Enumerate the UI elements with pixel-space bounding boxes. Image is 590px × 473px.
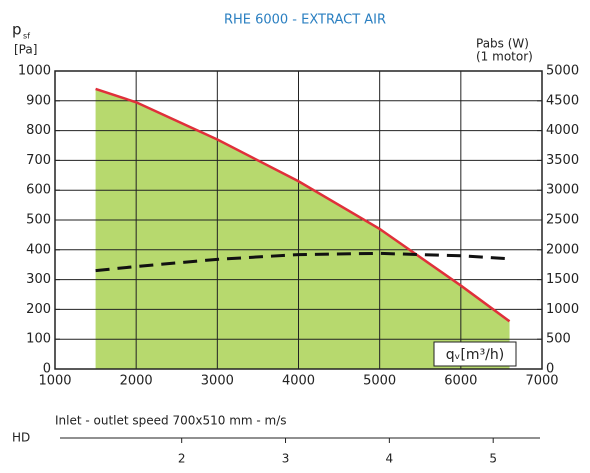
x-tick-label: 2000 (120, 374, 153, 389)
y2-axis-label: (1 motor) (476, 50, 533, 64)
x-label-box (433, 341, 517, 367)
secondary-tick-label: 5 (489, 452, 497, 466)
y-tick-label: 1000 (18, 64, 51, 79)
y2-tick-label: 1500 (546, 272, 579, 287)
secondary-tick-label: 4 (386, 452, 394, 466)
y-tick-label: 400 (26, 242, 51, 257)
x-axis-label: qᵥ[m³/h) (446, 347, 505, 363)
y-axis-subscript: sf (23, 32, 30, 41)
y-axis-unit: [Pa] (14, 43, 37, 57)
x-tick-label: 4000 (282, 374, 315, 389)
series-line (95, 251, 510, 273)
y-tick-label: 900 (26, 93, 51, 108)
y-tick-label: 100 (26, 332, 51, 347)
secondary-tick-label: 2 (178, 452, 186, 466)
chart-title: RHE 6000 - EXTRACT AIR (224, 13, 386, 28)
y-tick-label: 200 (26, 302, 51, 317)
x-tick-label: 1000 (38, 374, 71, 389)
y2-tick-label: 3500 (546, 153, 579, 168)
area (95, 88, 510, 369)
secondary-tick-label: 3 (282, 452, 290, 466)
y2-axis-label: Pabs (W) (476, 37, 529, 51)
y2-tick-label: 4000 (546, 123, 579, 138)
series-line (95, 87, 511, 323)
y-tick-label: 700 (26, 153, 51, 168)
y-axis-symbol: p (12, 21, 22, 39)
x-tick-label: 5000 (363, 374, 396, 389)
x-tick-label: 3000 (201, 374, 234, 389)
y2-tick-label: 500 (546, 332, 571, 347)
secondary-axis-name: HD (12, 431, 30, 445)
y2-tick-label: 2500 (546, 213, 579, 228)
secondary-axis-label: Inlet - outlet speed 700x510 mm - m/s (55, 414, 287, 428)
y2-tick-label: 1000 (546, 302, 579, 317)
y-tick-label: 500 (26, 213, 51, 228)
y-tick-label: 300 (26, 272, 51, 287)
y2-tick-label: 2000 (546, 242, 579, 257)
y2-tick-label: 0 (546, 362, 554, 377)
y2-tick-label: 5000 (546, 64, 579, 79)
y2-tick-label: 4500 (546, 93, 579, 108)
y2-tick-label: 3000 (546, 183, 579, 198)
y-tick-label: 800 (26, 123, 51, 138)
x-tick-label: 6000 (444, 374, 477, 389)
y-tick-label: 600 (26, 183, 51, 198)
y-tick-label: 0 (43, 362, 51, 377)
x-tick-label: 7000 (525, 374, 558, 389)
